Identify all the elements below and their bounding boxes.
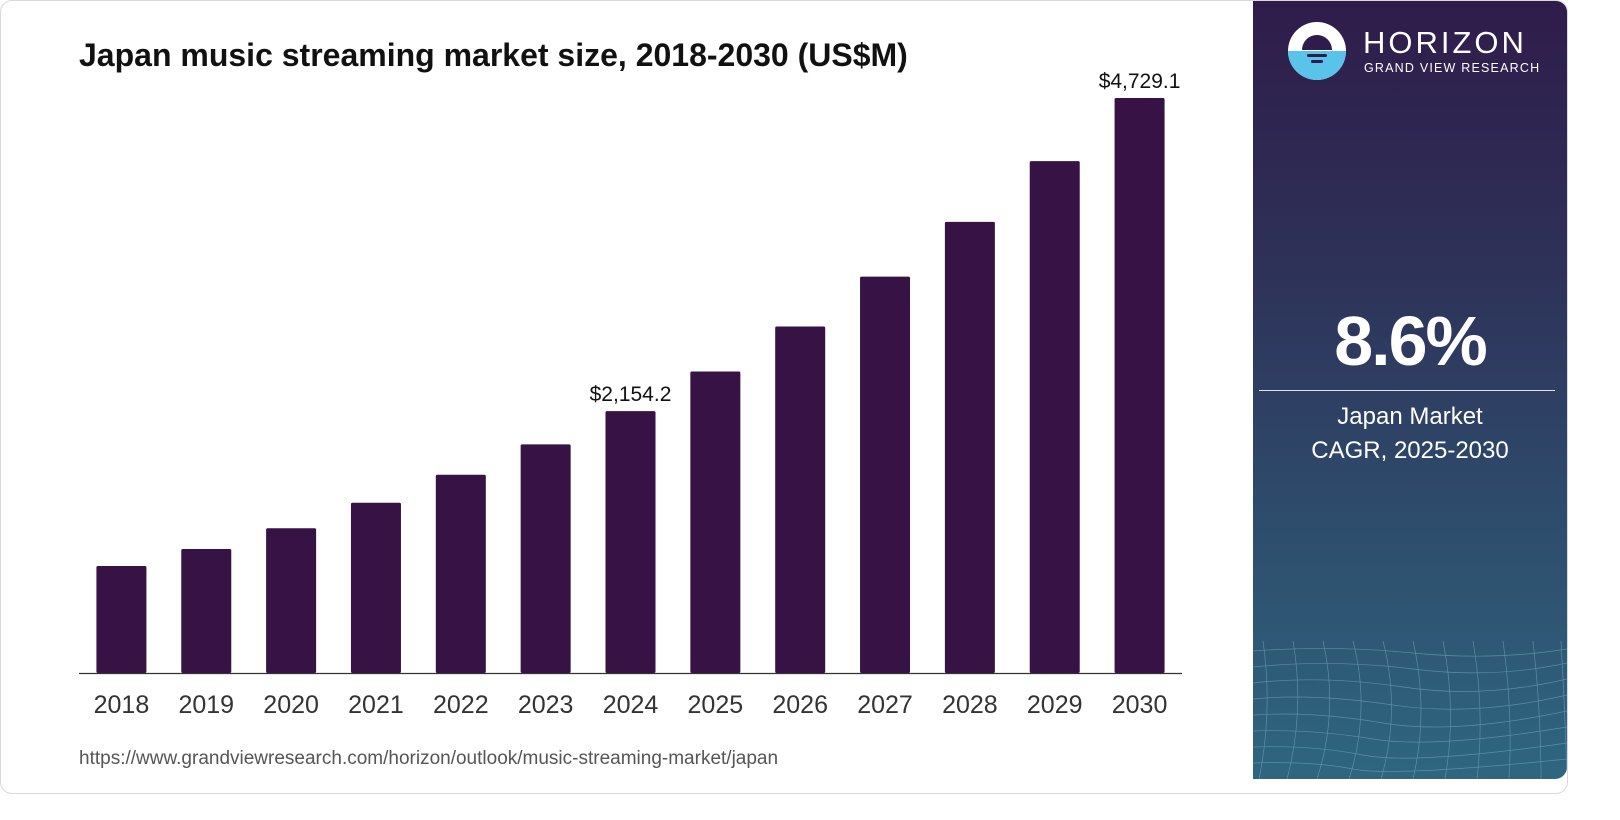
x-tick-label: 2021 bbox=[348, 691, 404, 719]
bar-2021 bbox=[350, 502, 401, 673]
x-tick-label: 2023 bbox=[518, 691, 574, 719]
data-label: $4,729.1 bbox=[1099, 70, 1181, 93]
bar-2027 bbox=[860, 276, 911, 673]
summary-panel: HORIZON GRAND VIEW RESEARCH 8.6% Japan M… bbox=[1253, 1, 1567, 779]
bar-2020 bbox=[266, 528, 317, 673]
bar-2028 bbox=[944, 221, 995, 673]
bar-2023 bbox=[520, 444, 571, 673]
bar-2025 bbox=[690, 371, 741, 673]
horizon-logo-icon bbox=[1288, 22, 1346, 80]
bar-2029 bbox=[1029, 161, 1080, 673]
chart-title: Japan music streaming market size, 2018-… bbox=[79, 37, 908, 73]
x-tick-label: 2020 bbox=[263, 691, 319, 719]
x-tick-label: 2027 bbox=[857, 691, 913, 719]
brand-name: HORIZON bbox=[1363, 25, 1527, 60]
bar-2022 bbox=[435, 474, 486, 673]
cagr-label-line1: Japan Market bbox=[1337, 403, 1483, 430]
bar-2018 bbox=[96, 566, 147, 673]
x-tick-label: 2018 bbox=[94, 691, 150, 719]
bar-2019 bbox=[181, 548, 232, 673]
data-label: $2,154.2 bbox=[590, 383, 672, 406]
x-tick-label: 2019 bbox=[178, 691, 234, 719]
brand-subtitle: GRAND VIEW RESEARCH bbox=[1364, 61, 1541, 75]
cagr-divider bbox=[1259, 390, 1555, 391]
cagr-label-line2: CAGR, 2025-2030 bbox=[1311, 437, 1509, 464]
x-tick-label: 2024 bbox=[603, 691, 659, 719]
wave-pattern bbox=[1253, 641, 1567, 779]
chart-card: Japan music streaming market size, 2018-… bbox=[0, 0, 1568, 794]
x-tick-label: 2030 bbox=[1112, 691, 1168, 719]
brand-logo: HORIZON GRAND VIEW RESEARCH bbox=[1287, 21, 1547, 85]
bar-2024 bbox=[605, 411, 656, 673]
cagr-value: 8.6% bbox=[1334, 302, 1488, 380]
bar-2026 bbox=[775, 326, 826, 673]
x-tick-label: 2025 bbox=[688, 691, 744, 719]
bar-2030 bbox=[1114, 98, 1165, 673]
source-url[interactable]: https://www.grandviewresearch.com/horizo… bbox=[79, 748, 779, 769]
cagr-label: Japan Market CAGR, 2025-2030 bbox=[1253, 400, 1567, 468]
x-tick-label: 2029 bbox=[1027, 691, 1083, 719]
x-tick-label: 2026 bbox=[772, 691, 828, 719]
x-tick-label: 2028 bbox=[942, 691, 998, 719]
bar-chart: 2018 2019 2020 2021 2022 2023 2024 2025 2026 2027… bbox=[79, 70, 1182, 719]
x-tick-label: 2022 bbox=[433, 691, 489, 719]
